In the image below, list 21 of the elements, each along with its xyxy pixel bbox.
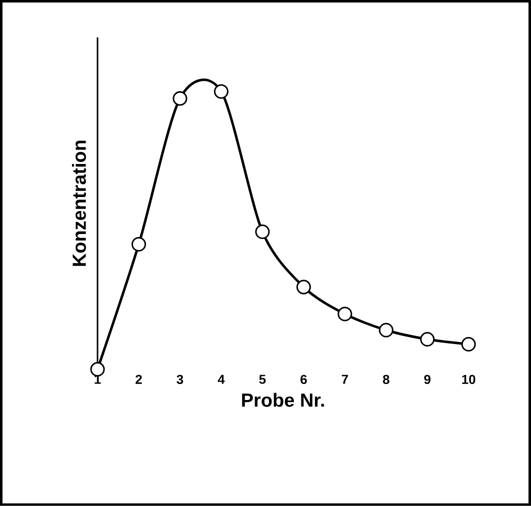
x-tick-label: 9 (424, 374, 430, 384)
x-tick-label: 5 (259, 374, 266, 384)
point (172, 91, 188, 106)
x-tick-label: 10 (462, 374, 476, 384)
point (338, 306, 352, 322)
point (131, 237, 146, 252)
x-tick-label: 2 (136, 374, 142, 384)
y-axis-title: Konzentration (72, 140, 86, 266)
point (378, 322, 394, 338)
x-tick-label: 8 (382, 374, 390, 384)
point (255, 224, 270, 240)
x-tick-label: 3 (176, 374, 184, 384)
point (461, 337, 476, 352)
point (296, 280, 311, 294)
x-tick-label: 6 (300, 374, 307, 384)
x-axis-title: Probe Nr. (242, 392, 324, 407)
point (420, 332, 435, 347)
point (214, 84, 228, 99)
x-tick-label: 7 (342, 374, 348, 384)
x-tick-label: 4 (218, 374, 225, 384)
point (90, 362, 105, 377)
